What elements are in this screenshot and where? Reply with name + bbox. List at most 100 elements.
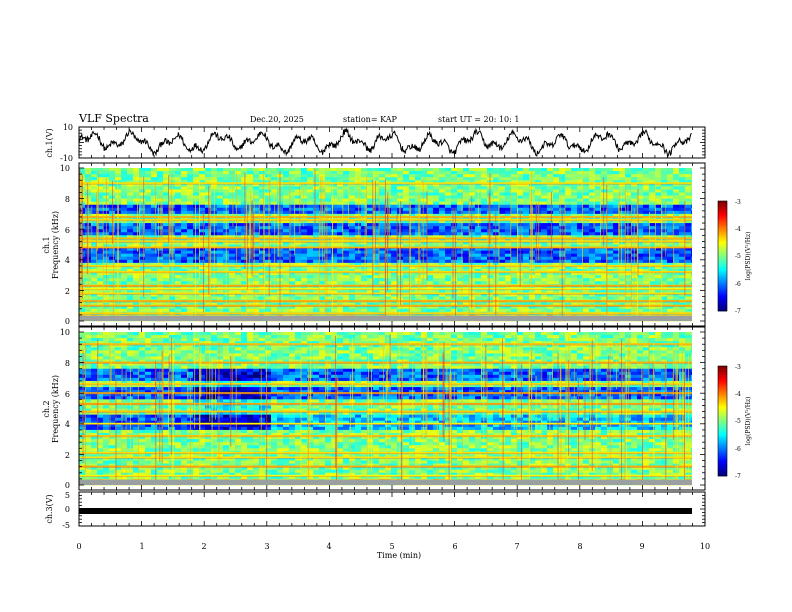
spectrogram-cell [259, 290, 265, 294]
spectrogram-cell [337, 265, 343, 270]
spectrogram-cell [433, 226, 439, 230]
spectrogram-cell [529, 189, 535, 193]
spectrogram-cell [667, 302, 673, 306]
spectrogram-cell [379, 256, 385, 261]
spectrogram-cell [241, 210, 247, 215]
spectrogram-cell [367, 256, 373, 261]
spectrogram-cell [463, 250, 469, 254]
spectrogram-cell [157, 238, 163, 242]
spectrogram-cell [289, 247, 295, 251]
spectrogram-cell [91, 265, 97, 270]
spectrogram-cell [151, 302, 157, 306]
spectrogram-cell [535, 290, 541, 294]
spectrogram-cell [601, 305, 607, 310]
spectrogram-cell [133, 171, 139, 175]
spectrogram-cell [337, 174, 343, 178]
spectrogram-cell [445, 262, 451, 267]
spectrogram-cell [691, 268, 692, 273]
spectrogram-cell [553, 305, 559, 310]
spectrogram-cell [661, 168, 667, 172]
spectrogram-cell [577, 253, 583, 258]
spectrogram-cell [325, 244, 331, 248]
spectrogram-cell [229, 207, 235, 212]
spectrogram-cell [253, 210, 259, 215]
spectrogram-cell [271, 272, 277, 276]
spectrogram-cell [577, 235, 583, 239]
spectrogram-cell [673, 204, 679, 209]
spectrogram-cell [367, 192, 373, 196]
spectrogram-cell [145, 302, 151, 306]
spectrogram-cell [313, 235, 319, 239]
spectrogram-cell [439, 201, 445, 206]
spectrogram-cell [289, 186, 295, 190]
spectrogram-cell [499, 290, 505, 294]
spectrogram-cell [499, 177, 505, 181]
spectrogram-cell [181, 275, 187, 279]
spectrogram-cell [205, 259, 211, 264]
spectrogram-cell [331, 207, 337, 212]
spectrogram-cell [595, 229, 601, 233]
spectrogram-cell [127, 265, 133, 270]
spectrogram-cell [181, 244, 187, 248]
spectrogram-cell [325, 293, 331, 297]
spectrogram-cell [313, 210, 319, 215]
spectrogram-cell [283, 244, 289, 248]
spectrogram-cell [97, 180, 103, 184]
spectrogram-cell [133, 232, 139, 236]
spectrogram-cell [217, 204, 223, 209]
spectrogram-cell [271, 229, 277, 233]
spectrogram-cell [583, 229, 589, 233]
spectrogram-cell [205, 235, 211, 239]
spectrogram-cell [307, 201, 313, 206]
spectrogram-cell [499, 262, 505, 267]
spectrogram-cell [133, 204, 139, 209]
spectrogram-cell [217, 278, 223, 282]
spectrogram-cell [655, 296, 661, 300]
spectrogram-cell [505, 265, 511, 270]
spectrogram-cell [577, 213, 583, 218]
spectrogram-cell [373, 213, 379, 218]
spectrogram-cell [619, 305, 625, 310]
spectrogram-cell [649, 186, 655, 190]
spectrogram-cell [685, 278, 691, 282]
spectrogram-cell [139, 168, 145, 172]
spectrogram-cell [91, 204, 97, 209]
spectrogram-cell [565, 226, 571, 230]
spectrogram-cell [517, 308, 523, 313]
spectrogram-cell [625, 174, 631, 178]
spectrogram-cell [283, 213, 289, 218]
spectrogram-cell [463, 189, 469, 193]
spectrogram-cell [295, 256, 301, 261]
spectrogram-cell [253, 241, 259, 245]
spectrogram-cell [325, 256, 331, 261]
spectrogram-cell [655, 180, 661, 184]
spectrogram-cell [307, 229, 313, 233]
spectrogram-cell [571, 278, 577, 282]
spectrogram-cell [643, 186, 649, 190]
spectrogram-cell [565, 235, 571, 239]
spectrogram-cell [499, 247, 505, 251]
spectrogram-cell [463, 268, 469, 273]
spectrogram-cell [307, 272, 313, 276]
spectrogram-cell [553, 168, 559, 172]
spectrogram-cell [517, 195, 523, 199]
spectrogram-cell [535, 302, 541, 306]
ch1-spectrogram-cells [79, 168, 692, 322]
spectrogram-cell [187, 247, 193, 251]
spectrogram-cell [103, 268, 109, 273]
spectrogram-cell [589, 290, 595, 294]
spectrogram-cell [103, 275, 109, 279]
spectrogram-cell [559, 180, 565, 184]
spectrogram-cell [265, 272, 271, 276]
spectrogram-cell [457, 232, 463, 236]
spectrogram-cell [589, 174, 595, 178]
spectrogram-cell [667, 210, 673, 215]
spectrogram-cell [607, 168, 613, 172]
spectrogram-cell [289, 226, 295, 230]
spectrogram-cell [289, 189, 295, 193]
spectrogram-cell [307, 241, 313, 245]
spectrogram-cell [511, 223, 517, 227]
spectrogram-cell [373, 192, 379, 196]
spectrogram-cell [181, 247, 187, 251]
spectrogram-cell [145, 305, 151, 310]
